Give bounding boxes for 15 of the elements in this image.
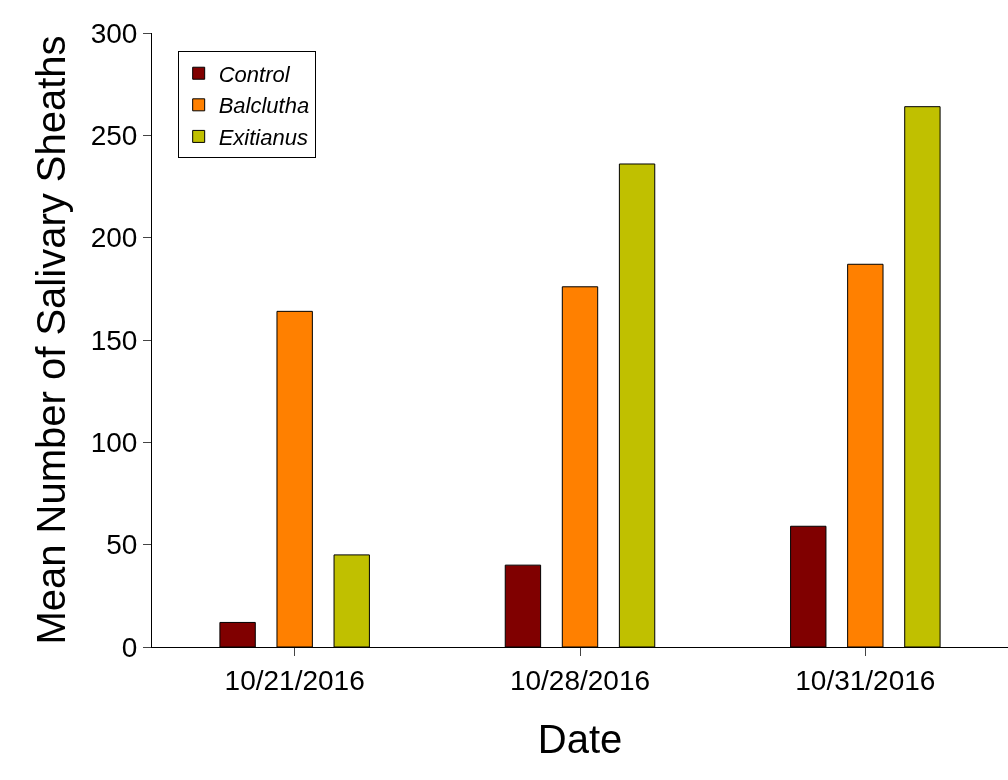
y-tick-label: 250 <box>90 120 138 152</box>
y-tick-label: 0 <box>121 631 138 663</box>
y-tick-label: 50 <box>106 529 138 561</box>
legend-label: Balclutha <box>218 93 310 119</box>
y-tick-label: 150 <box>90 324 138 356</box>
legend-label: Control <box>218 61 291 87</box>
y-axis-title: Mean Number of Salivary Sheaths <box>29 35 74 645</box>
y-tick-label: 200 <box>90 222 138 254</box>
x-tick-label: 10/21/2016 <box>224 664 365 696</box>
legend-label: Exitianus <box>218 125 308 150</box>
y-tick-label: 100 <box>90 427 138 459</box>
x-axis-title: Date <box>537 717 623 762</box>
x-tick-label: 10/31/2016 <box>795 664 936 696</box>
x-tick-label: 10/28/2016 <box>509 664 651 696</box>
y-tick-label: 300 <box>90 17 138 49</box>
